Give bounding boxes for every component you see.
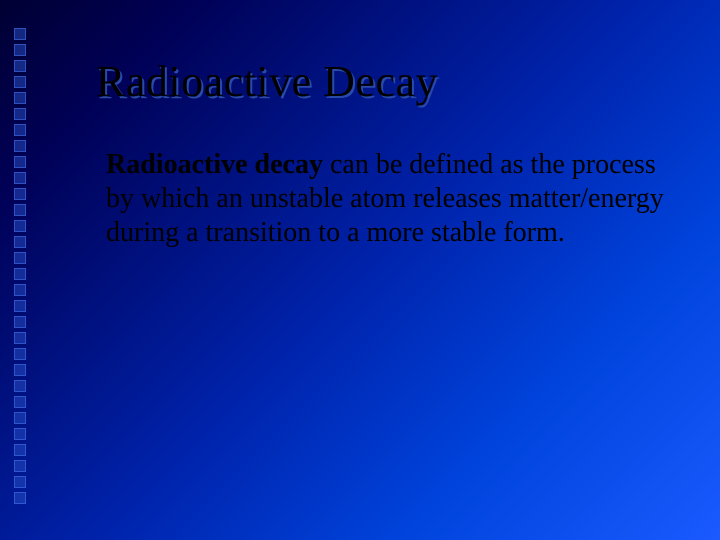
slide: Radioactive Decay Radioactive decay can … [0, 0, 720, 540]
decor-square [14, 332, 26, 344]
decor-square [14, 428, 26, 440]
decor-square [14, 396, 26, 408]
slide-body: Radioactive decay can be defined as the … [106, 148, 666, 250]
decor-square [14, 412, 26, 424]
decor-square [14, 364, 26, 376]
decor-square [14, 268, 26, 280]
decor-square [14, 140, 26, 152]
decor-square [14, 380, 26, 392]
decor-square [14, 284, 26, 296]
decor-square [14, 236, 26, 248]
decor-square [14, 108, 26, 120]
decor-square [14, 172, 26, 184]
decor-square [14, 44, 26, 56]
decor-square [14, 252, 26, 264]
decor-square [14, 460, 26, 472]
decor-square [14, 188, 26, 200]
decor-square [14, 444, 26, 456]
decor-square [14, 28, 26, 40]
decor-square [14, 76, 26, 88]
decor-square [14, 348, 26, 360]
decor-square [14, 204, 26, 216]
left-decor-strip [14, 28, 26, 504]
decor-square [14, 60, 26, 72]
decor-square [14, 492, 26, 504]
body-bold-term: Radioactive decay [106, 149, 323, 180]
decor-square [14, 476, 26, 488]
decor-square [14, 316, 26, 328]
decor-square [14, 220, 26, 232]
decor-square [14, 92, 26, 104]
decor-square [14, 156, 26, 168]
slide-title: Radioactive Decay [96, 56, 438, 107]
decor-square [14, 124, 26, 136]
decor-square [14, 300, 26, 312]
